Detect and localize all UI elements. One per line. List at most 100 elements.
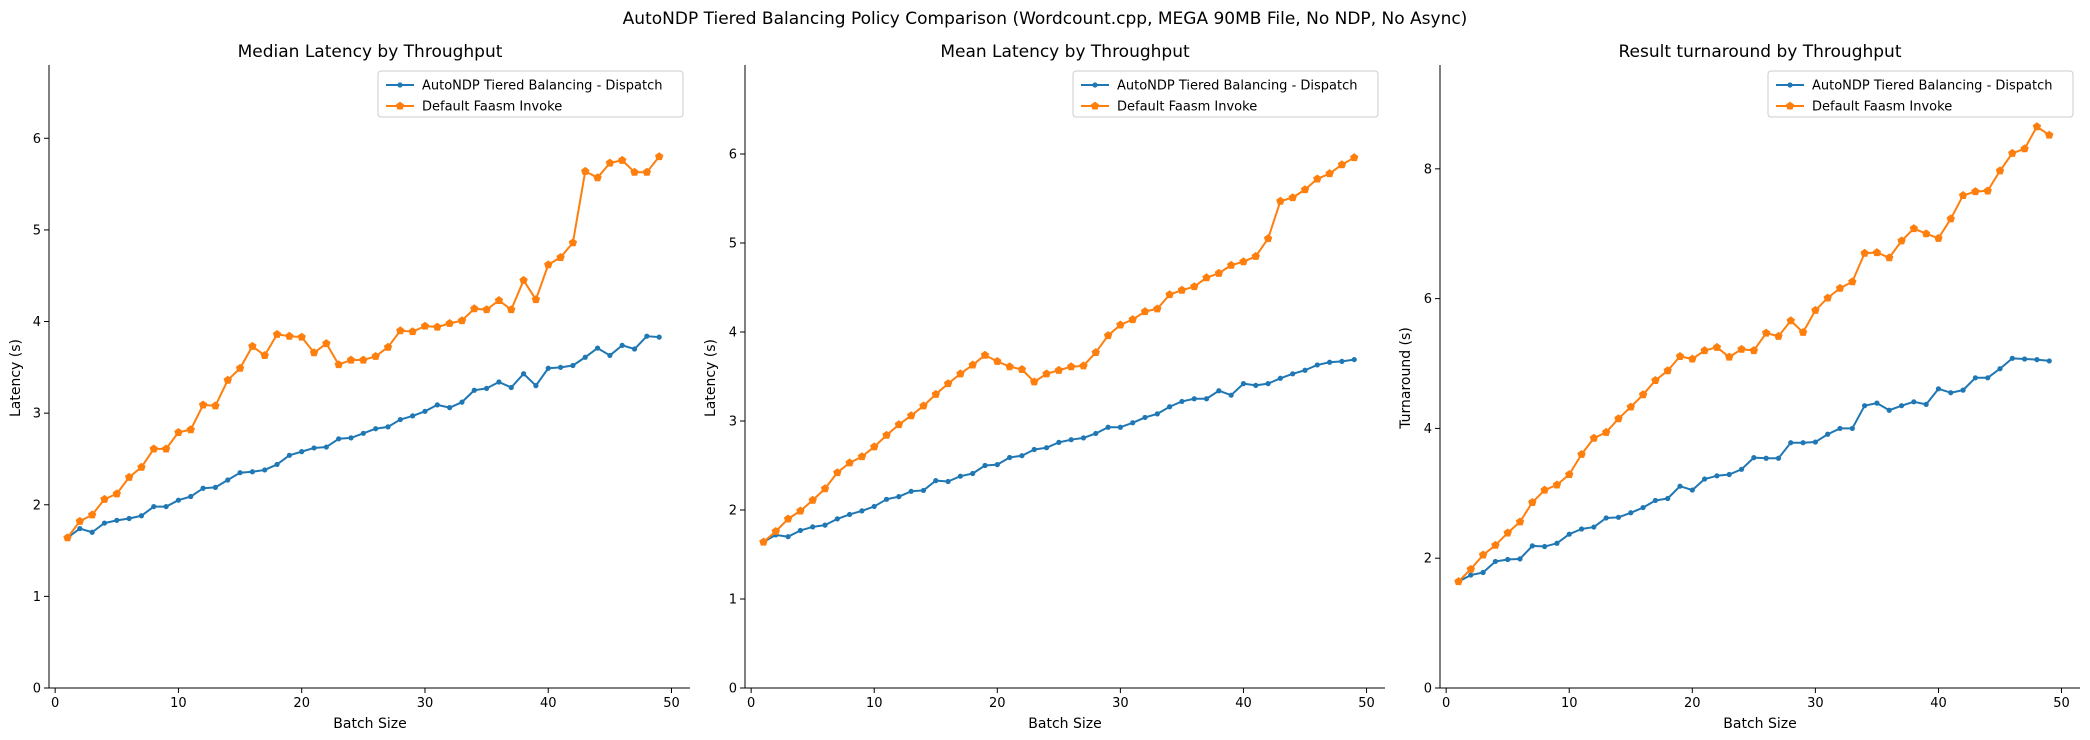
data-point [1327, 359, 1333, 365]
data-point [137, 462, 146, 471]
data-point [1226, 260, 1236, 269]
data-point [859, 508, 865, 514]
data-point [1068, 437, 1074, 443]
data-point [1749, 346, 1759, 355]
data-point [1675, 351, 1685, 360]
data-point [138, 513, 145, 519]
data-point [1921, 229, 1931, 238]
data-point [544, 260, 553, 269]
data-point [1128, 315, 1137, 324]
x-axis-label: Batch Size [1723, 716, 1796, 732]
data-point [1466, 564, 1475, 573]
data-point [882, 430, 891, 439]
legend-item: Default Faasm Invoke [1081, 100, 1257, 115]
y-tick-label: 6 [33, 132, 41, 147]
data-point [594, 345, 601, 351]
data-point [309, 348, 319, 357]
data-point [581, 166, 590, 175]
data-point [1105, 424, 1111, 430]
data-point [249, 469, 255, 475]
x-axis-label: Batch Size [333, 716, 406, 732]
data-point [1468, 572, 1474, 578]
data-point [1702, 476, 1708, 482]
series-dispatch [1455, 355, 2052, 585]
legend-frame [377, 70, 684, 118]
x-tick-label: 0 [1442, 696, 1450, 711]
data-point [570, 362, 576, 369]
data-point [1948, 390, 1954, 396]
chart-title: Median Latency by Throughput [238, 42, 503, 62]
y-tick-label: 3 [729, 415, 737, 430]
y-tick-label: 1 [33, 590, 41, 605]
data-point [420, 321, 430, 330]
y-tick-label: 4 [1424, 422, 1432, 437]
x-tick-label: 50 [1358, 696, 1375, 711]
x-tick-label: 10 [866, 696, 883, 711]
data-point [248, 341, 257, 350]
data-point [188, 493, 194, 500]
data-point [931, 389, 940, 398]
data-point [943, 379, 953, 388]
series-line [66, 155, 660, 539]
data-point [1737, 344, 1746, 353]
legend-marker [395, 101, 405, 110]
data-point [545, 365, 551, 371]
data-point [1860, 248, 1869, 257]
data-point [186, 425, 195, 434]
data-point [531, 295, 541, 304]
data-point [422, 408, 428, 414]
data-point [274, 461, 280, 468]
data-point [1228, 392, 1234, 398]
legend-item: Default Faasm Invoke [1776, 100, 1952, 115]
data-point [834, 516, 840, 522]
data-point [1140, 307, 1150, 316]
legend-marker [1092, 82, 1098, 88]
data-point [1960, 387, 1966, 393]
data-point [933, 478, 939, 484]
y-tick-label: 4 [729, 326, 737, 341]
data-point [272, 329, 282, 338]
data-point [1265, 381, 1271, 387]
y-tick-label: 8 [1424, 162, 1432, 177]
data-point [1909, 224, 1919, 233]
data-point [908, 488, 914, 494]
series-line [1457, 357, 2050, 583]
data-point [1030, 377, 1039, 386]
data-point [1031, 446, 1037, 453]
x-tick-label: 40 [540, 696, 557, 711]
data-point [759, 537, 768, 546]
data-point [1689, 487, 1695, 493]
data-point [336, 436, 342, 442]
legend-label: AutoNDP Tiered Balancing - Dispatch [1812, 79, 2053, 94]
data-point [433, 322, 442, 331]
data-point [87, 510, 97, 519]
data-point [1788, 440, 1794, 446]
data-point [1007, 454, 1013, 461]
y-tick-label: 0 [1424, 682, 1432, 697]
legend-marker [1090, 101, 1100, 110]
x-tick-label: 0 [747, 696, 755, 711]
data-point [1290, 371, 1296, 377]
data-point [114, 517, 120, 523]
data-point [1626, 402, 1635, 411]
data-point [883, 496, 890, 502]
data-point [1203, 396, 1210, 402]
data-point [1812, 439, 1818, 445]
data-point [311, 445, 317, 451]
y-tick-label: 0 [729, 682, 737, 697]
y-tick-label: 5 [33, 223, 41, 238]
data-point [211, 401, 220, 410]
y-axis-label: Latency (s) [8, 339, 24, 417]
legend-item: Default Faasm Invoke [386, 100, 562, 115]
data-point [557, 364, 564, 370]
data-point [1288, 193, 1297, 202]
legend-frame [1767, 70, 2074, 118]
legend: AutoNDP Tiered Balancing - Dispatch Defau… [1767, 70, 2074, 118]
data-point [112, 489, 121, 498]
data-point [1313, 174, 1322, 183]
data-point [1848, 277, 1857, 286]
data-point [1191, 396, 1197, 402]
data-point [63, 533, 72, 542]
data-point [1253, 382, 1259, 388]
data-point [582, 354, 588, 360]
